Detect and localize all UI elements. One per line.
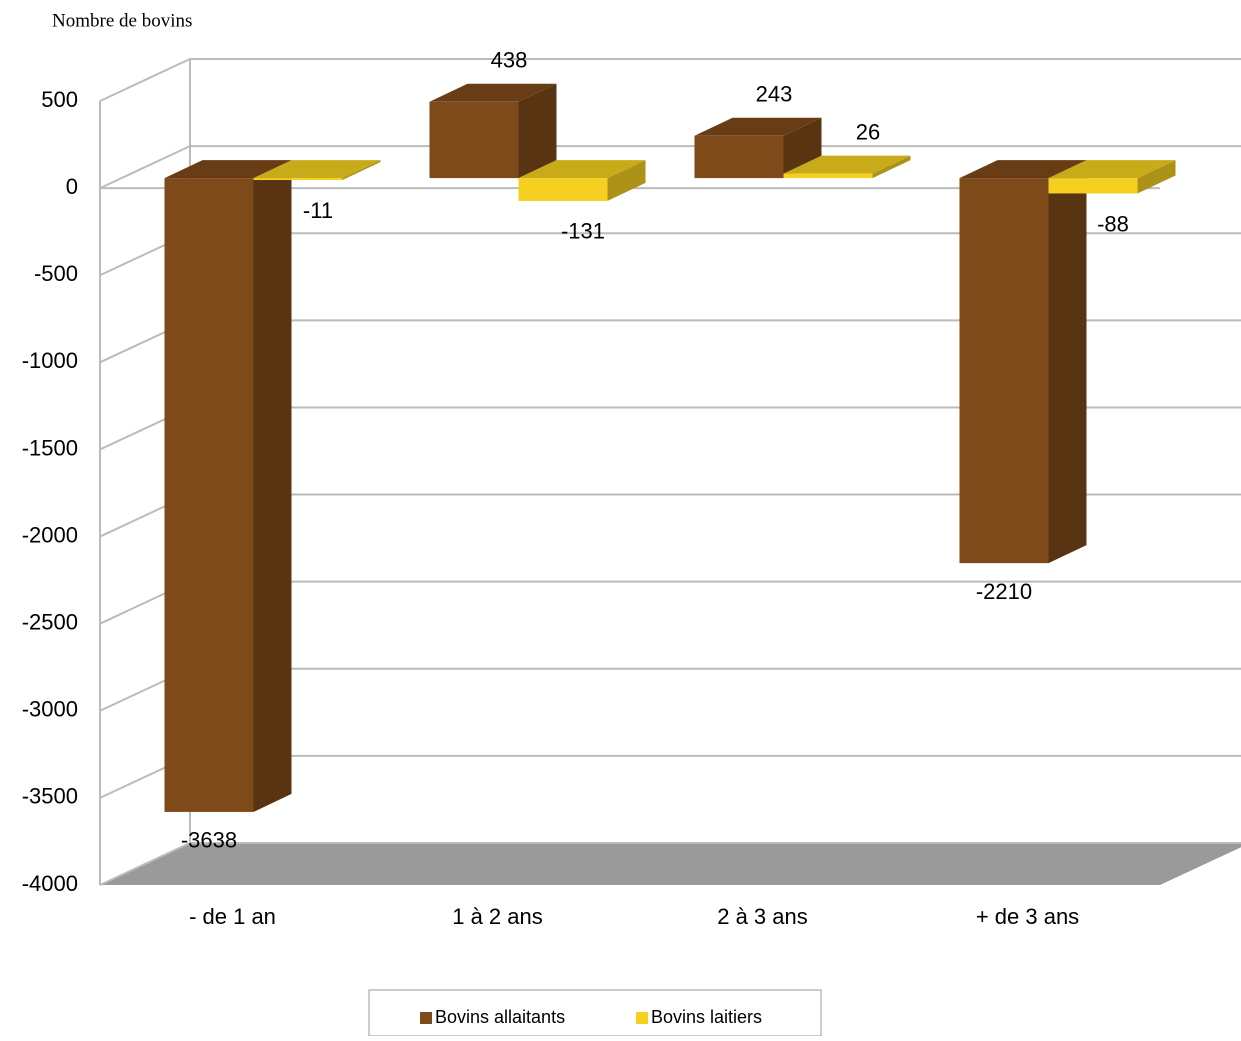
y-tick-label: 500 xyxy=(41,87,78,112)
y-tick-label: -1500 xyxy=(22,435,78,460)
bar-top xyxy=(959,160,1087,179)
bar-top xyxy=(429,83,557,102)
bar xyxy=(1048,178,1138,194)
bar-side xyxy=(1048,160,1087,564)
grid-line xyxy=(99,58,1241,102)
bar xyxy=(959,178,1049,564)
bar xyxy=(253,178,343,181)
bar-side xyxy=(1137,160,1176,194)
x-tick-label: 2 à 3 ans xyxy=(717,904,808,929)
y-tick-label: -3500 xyxy=(22,784,78,809)
y-axis-label: Nombre de bovins xyxy=(52,10,192,31)
legend-box xyxy=(368,989,822,1037)
value-label: -131 xyxy=(561,219,605,244)
value-label: -11 xyxy=(303,198,333,223)
y-tick-label: -500 xyxy=(34,261,78,286)
bar xyxy=(783,173,873,179)
bar-top xyxy=(164,160,292,179)
bar xyxy=(164,178,254,812)
legend-swatch xyxy=(636,1012,648,1024)
y-tick-label: -2500 xyxy=(22,609,78,634)
legend-label: Bovins laitiers xyxy=(651,1007,762,1027)
y-tick-label: 0 xyxy=(66,174,78,199)
grid-line xyxy=(99,842,1241,886)
bar-top xyxy=(1048,160,1176,179)
bar-side xyxy=(518,83,557,179)
y-tick-label: -3000 xyxy=(22,697,78,722)
y-tick-label: -2000 xyxy=(22,522,78,547)
legend-label: Bovins allaitants xyxy=(435,1007,565,1027)
x-tick-label: + de 3 ans xyxy=(976,904,1079,929)
bar-side xyxy=(872,155,911,179)
grid-line xyxy=(99,145,1241,190)
bar-side xyxy=(342,160,381,181)
value-label: -2210 xyxy=(976,579,1032,604)
x-tick-label: - de 1 an xyxy=(189,904,276,929)
bar-top xyxy=(518,160,646,179)
floor xyxy=(100,843,1241,885)
bar xyxy=(429,101,519,179)
legend-swatch xyxy=(420,1012,432,1024)
bar xyxy=(518,178,608,201)
bar-top xyxy=(783,155,911,174)
x-tick-label: 1 à 2 ans xyxy=(452,904,543,929)
bar xyxy=(694,135,784,179)
value-label: -88 xyxy=(1097,211,1129,236)
bar-top xyxy=(253,160,381,179)
value-label: -3638 xyxy=(181,828,237,853)
value-label: 243 xyxy=(756,82,793,107)
value-label: 438 xyxy=(491,48,528,73)
bar-top xyxy=(694,117,822,136)
value-label: 26 xyxy=(856,119,880,144)
y-tick-label: -4000 xyxy=(22,871,78,896)
bar-side xyxy=(607,160,646,201)
bar-side xyxy=(253,160,292,812)
y-tick-label: -1000 xyxy=(22,348,78,373)
